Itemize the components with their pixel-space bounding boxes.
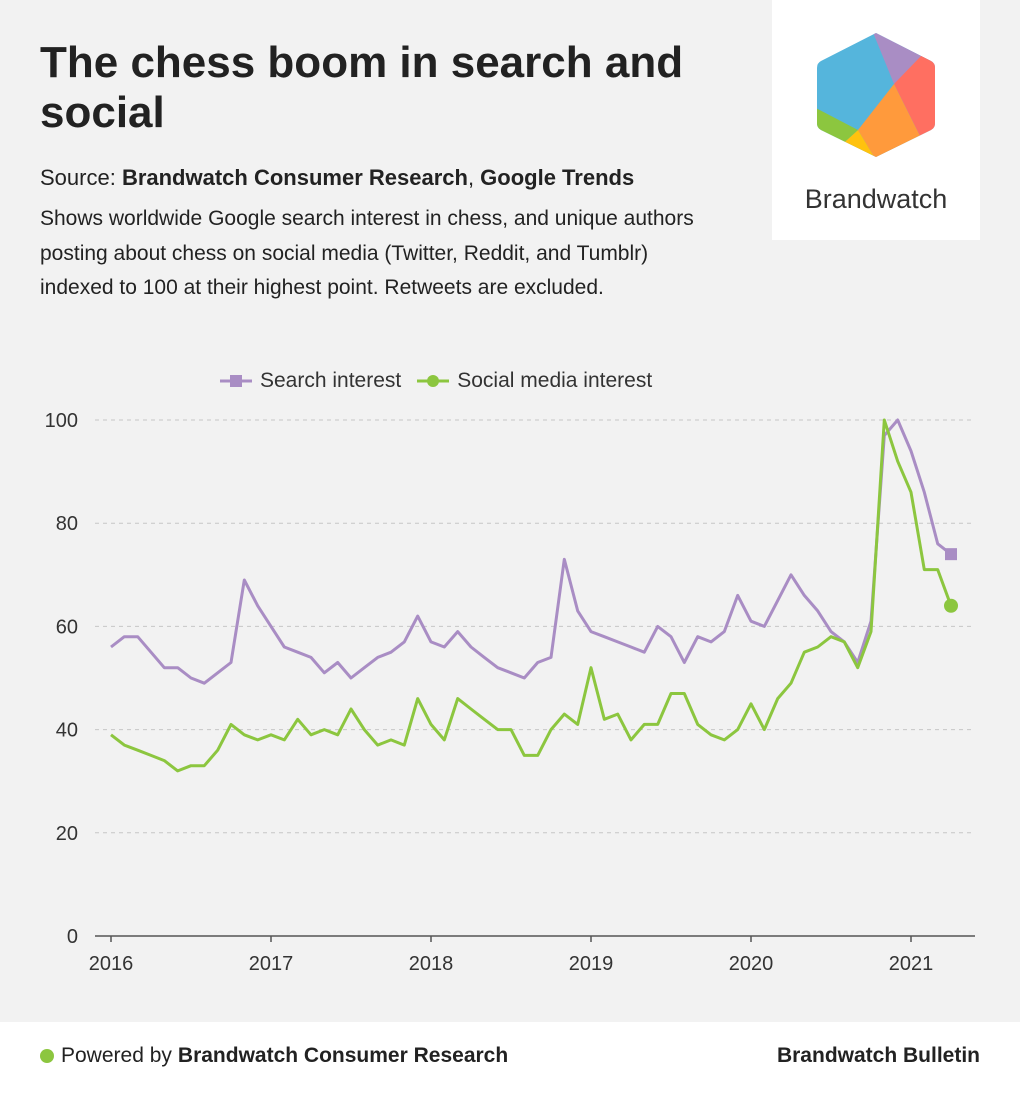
source-prefix: Source: xyxy=(40,165,122,190)
chart-description: Shows worldwide Google search interest i… xyxy=(40,207,694,299)
y-tick-label-80: 80 xyxy=(56,513,78,535)
y-tick-label-100: 100 xyxy=(45,410,78,432)
footer-brand: Brandwatch Bulletin xyxy=(776,1044,980,1067)
brandwatch-hexagon-icon xyxy=(817,33,935,157)
x-tick-label-2021: 2021 xyxy=(889,953,934,975)
footer-powered-prefix: Powered by xyxy=(61,1044,172,1067)
legend-item-social[interactable]: Social media interest xyxy=(417,369,652,393)
footer-powered-name: Brandwatch Consumer Research xyxy=(177,1044,509,1067)
series-end-marker-social-media-interest xyxy=(944,598,958,613)
x-tick-label-2019: 2019 xyxy=(569,953,614,975)
legend-label-search: Search interest xyxy=(260,369,402,392)
brandwatch-wordmark: Brandwatch xyxy=(804,184,948,214)
green-dot-icon xyxy=(40,1049,54,1063)
footer-powered-by: Powered by Brandwatch Consumer Research xyxy=(40,1044,508,1068)
source-separator: , xyxy=(467,165,481,190)
legend-label-social: Social media interest xyxy=(457,369,653,392)
y-tick-label-20: 20 xyxy=(56,823,78,845)
series-line-social-media-interest xyxy=(110,418,953,773)
series-end-marker-search-interest xyxy=(945,548,957,561)
y-tick-label-40: 40 xyxy=(56,720,78,742)
x-tick-label-2018: 2018 xyxy=(409,953,454,975)
legend-circle-marker-icon xyxy=(417,375,450,387)
legend-square-marker-icon xyxy=(220,375,252,387)
y-tick-label-60: 60 xyxy=(56,616,78,638)
x-tick-label-2016: 2016 xyxy=(89,953,134,975)
x-tick-label-2017: 2017 xyxy=(249,953,294,975)
chart-legend: Search interest Social media interest xyxy=(220,366,668,396)
chart-title: The chess boom in search and social xyxy=(40,38,684,137)
x-tick-label-2020: 2020 xyxy=(729,953,774,975)
brandwatch-logo: Brandwatch xyxy=(772,0,980,240)
legend-item-search[interactable]: Search interest xyxy=(220,369,401,393)
source-line: Source: Brandwatch Consumer Research, Go… xyxy=(40,165,634,191)
source-brandwatch: Brandwatch Consumer Research xyxy=(121,165,468,190)
series-line-search-interest xyxy=(110,418,952,685)
source-google-trends: Google Trends xyxy=(480,165,635,190)
y-tick-label-0: 0 xyxy=(67,926,78,948)
line-chart: 0 20 40 60 80 100 2016 2017 2018 2019 2020 2021 xyxy=(45,410,975,975)
footer: Powered by Brandwatch Consumer Research … xyxy=(0,1022,1020,1100)
